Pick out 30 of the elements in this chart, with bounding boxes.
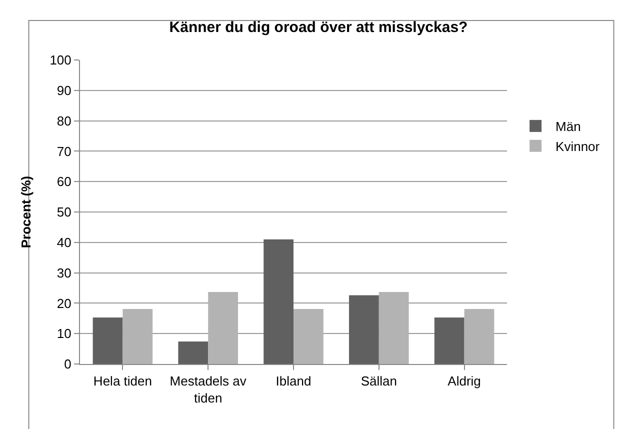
bar xyxy=(434,317,464,364)
bar xyxy=(264,239,294,364)
y-tick-label: 50 xyxy=(56,204,72,220)
bar xyxy=(294,308,324,364)
x-tick-label: Ibland xyxy=(276,374,312,389)
y-tick-label: 70 xyxy=(56,144,72,159)
x-tick-label: Aldrig xyxy=(448,374,481,389)
y-tick-label: 0 xyxy=(64,356,72,372)
y-tick-label: 10 xyxy=(56,326,72,342)
y-tick-label: 80 xyxy=(56,113,72,128)
y-tick-label: 40 xyxy=(56,234,72,250)
bar xyxy=(178,342,208,364)
x-tick-label: Mestadels av tiden xyxy=(170,374,247,406)
legend-label: Kvinnor xyxy=(556,138,600,154)
bar xyxy=(208,292,238,364)
y-axis-title: Procent (%) xyxy=(18,176,34,248)
legend-label: Män xyxy=(556,119,581,134)
y-tick-label: 60 xyxy=(56,174,72,190)
bar xyxy=(122,308,153,364)
y-tick-label: 20 xyxy=(56,296,72,311)
bar xyxy=(92,317,123,364)
x-tick-label: Hela tiden xyxy=(93,374,152,389)
bar xyxy=(378,292,409,364)
y-tick-label: 90 xyxy=(56,82,72,98)
x-tick-label: Sällan xyxy=(360,374,397,389)
chart-title: Känner du dig oroad över att misslyckas? xyxy=(169,18,468,36)
bar xyxy=(464,308,494,364)
bar xyxy=(349,295,379,364)
y-tick-label: 30 xyxy=(56,265,72,280)
y-tick-label: 100 xyxy=(50,52,72,68)
